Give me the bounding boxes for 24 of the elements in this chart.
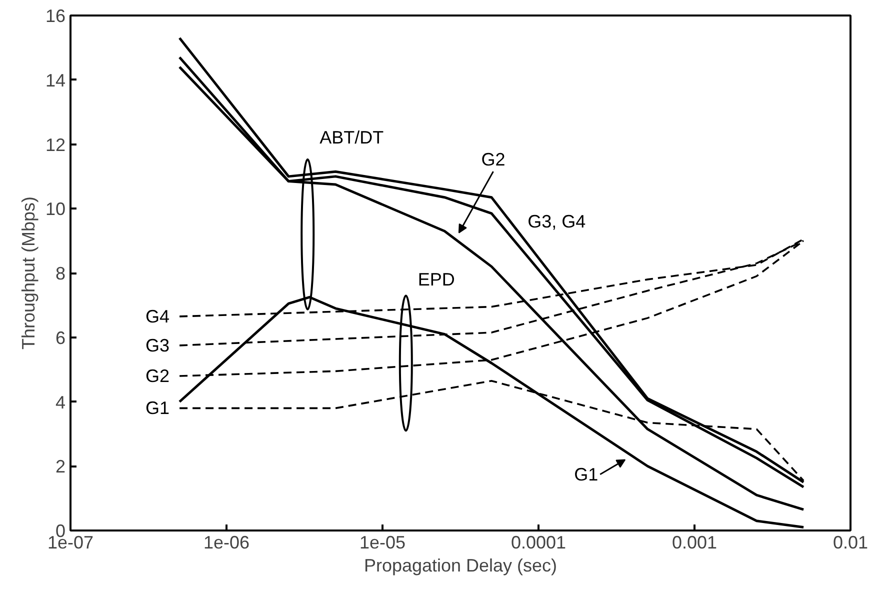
annotation: G2	[481, 150, 506, 170]
x-tick-label: 1e-05	[359, 532, 406, 552]
x-tick-label: 0.0001	[510, 532, 566, 552]
y-tick-label: 12	[45, 134, 66, 155]
annotation: EPD	[418, 270, 455, 290]
y-tick-label: 6	[55, 328, 66, 348]
y-tick-label: 2	[55, 456, 66, 477]
series-label: G4	[146, 306, 170, 326]
y-tick-label: 10	[45, 199, 66, 220]
x-tick-label: 1e-06	[203, 532, 250, 552]
y-tick-label: 16	[45, 6, 66, 26]
series-label: G2	[146, 366, 170, 386]
series-label: G1	[146, 398, 170, 418]
x-tick-label: 0.001	[672, 532, 718, 552]
x-axis-title: Propagation Delay (sec)	[364, 556, 558, 576]
y-tick-label: 14	[45, 70, 66, 90]
y-tick-label: 4	[55, 392, 66, 412]
y-tick-label: 8	[55, 264, 66, 284]
annotation: G1	[574, 464, 598, 484]
series-label: G3	[146, 335, 170, 356]
annotation: G3, G4	[528, 212, 586, 232]
annotation: ABT/DT	[320, 127, 384, 148]
y-axis-title: Throughput (Mbps)	[18, 196, 38, 350]
x-tick-label: 0.01	[832, 532, 868, 552]
